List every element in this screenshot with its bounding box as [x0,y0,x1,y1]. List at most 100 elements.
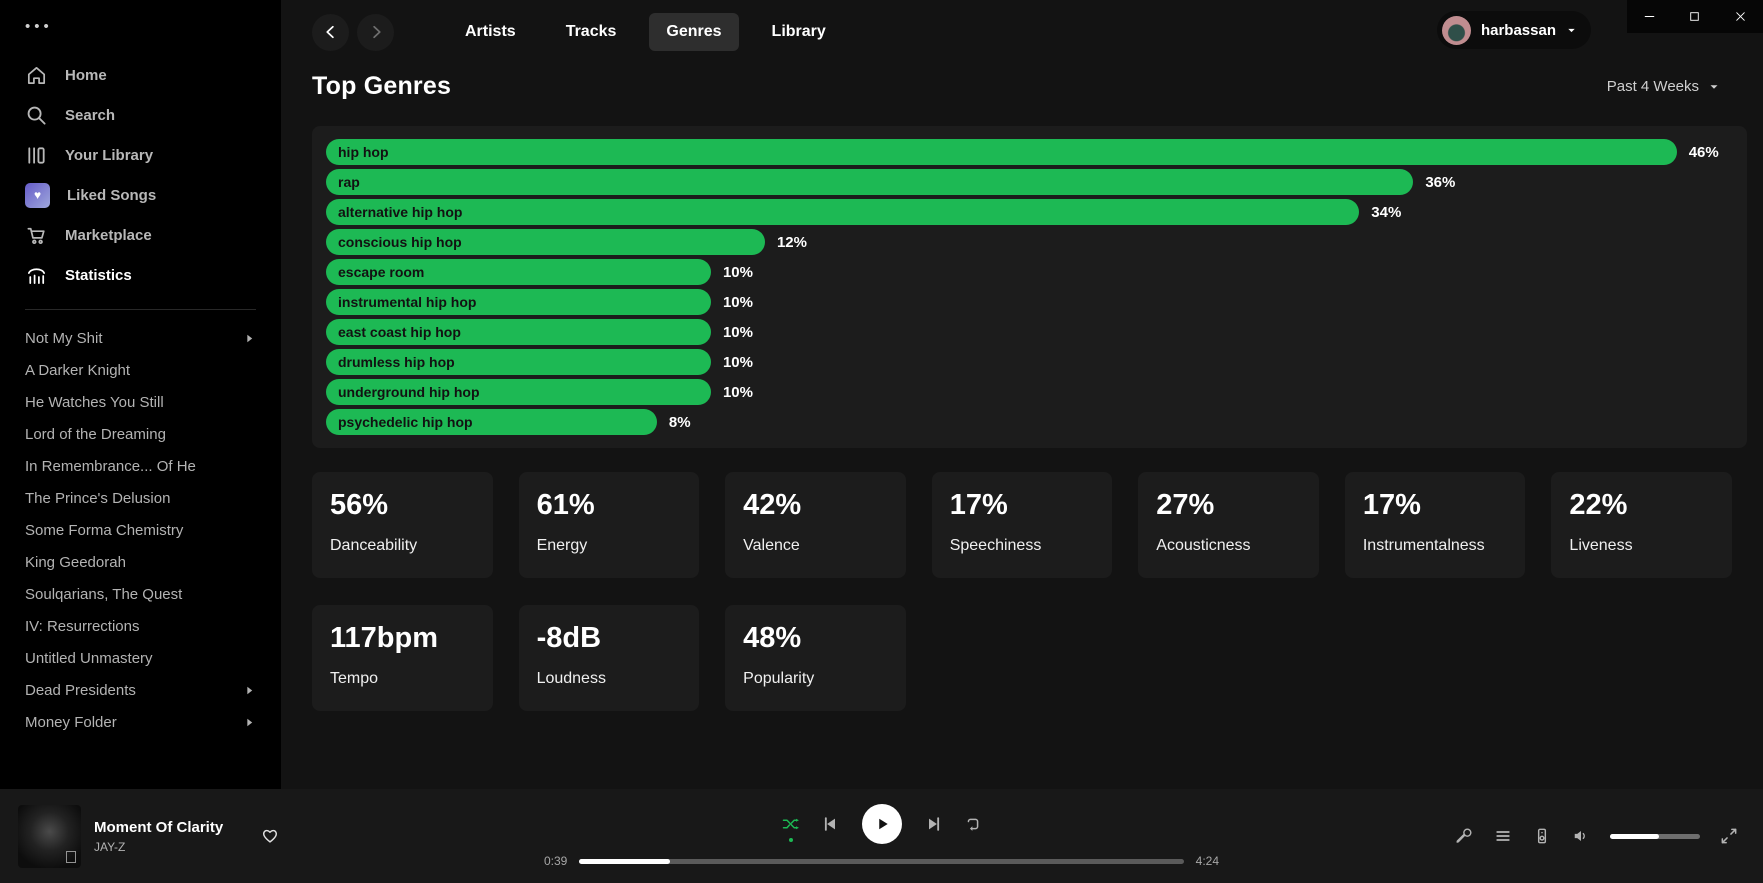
stat-value: 27% [1156,489,1215,521]
next-button[interactable] [924,814,944,834]
playlist-item-dead-presidents[interactable]: Dead Presidents [0,674,281,706]
genre-percent: 10% [722,263,753,281]
forward-button[interactable] [357,13,394,51]
genre-bar-instrumental-hip-hop[interactable]: instrumental hip hop [326,289,711,315]
playlist-item-iv-resurrections[interactable]: IV: Resurrections [0,610,281,642]
like-button[interactable] [259,824,281,849]
stat-value: 61% [536,489,595,521]
previous-button[interactable] [820,814,840,834]
shuffle-button[interactable] [781,814,801,834]
stat-card-liveness: 22% Liveness [1551,472,1732,578]
stat-card-instrumentalness: 17% Instrumentalness [1344,472,1526,578]
audio-features-grid: 56% Danceability 61% Energy 42% Valence 17% Spe… [312,472,1732,711]
genre-bar-east-coast-hip-hop[interactable]: east coast hip hop [326,319,711,345]
user-menu[interactable]: harbassan [1436,11,1591,49]
sidebar-item-statistics[interactable]: Statistics [0,255,281,295]
stat-value: 48% [743,622,802,654]
sidebar-item-label: Statistics [65,266,132,284]
app-menu-dots[interactable]: ••• [25,18,53,35]
stat-label: Tempo [330,670,379,687]
playlist-item-soulqarians-the-quest[interactable]: Soulqarians, The Quest [0,578,281,610]
genre-bar-psychedelic-hip-hop[interactable]: psychedelic hip hop [326,409,657,435]
tab-genres[interactable]: Genres [649,13,739,51]
playlist-label: He Watches You Still [25,393,164,411]
genre-bar-label: east coast hip hop [338,324,461,340]
volume-button[interactable] [1571,826,1591,846]
playlist-item-he-watches-you-still[interactable]: He Watches You Still [0,386,281,418]
track-title[interactable]: Moment Of Clarity [94,818,224,836]
home-icon [25,64,48,87]
stat-card-loudness: -8dB Loudness [518,605,700,711]
genre-bar-alternative-hip-hop[interactable]: alternative hip hop [326,199,1360,225]
sidebar-item-liked-songs[interactable]: ♥ Liked Songs [0,175,281,215]
now-playing-section: Moment Of Clarity JAY-Z [0,804,460,868]
genres-chart-panel: hip hop 46% rap 36% alternative hip hop 34% co… [312,126,1747,448]
next-icon [924,814,944,834]
volume-slider[interactable] [1610,833,1700,839]
sidebar-item-search[interactable]: Search [0,95,281,135]
track-artist[interactable]: JAY-Z [94,839,126,854]
playlist-label: In Remembrance... Of He [25,457,196,475]
stat-value: 56% [330,489,389,521]
playlist-label: IV: Resurrections [25,617,140,635]
playlist-label: Soulqarians, The Quest [25,585,183,603]
back-button[interactable] [312,13,349,51]
genre-bar-row: hip hop 46% [326,139,1733,165]
genre-bar-underground-hip-hop[interactable]: underground hip hop [326,379,711,405]
stat-value: 17% [949,489,1008,521]
tab-tracks[interactable]: Tracks [549,13,634,51]
playlist-item-lord-of-the-dreaming[interactable]: Lord of the Dreaming [0,418,281,450]
genre-bar-escape-room[interactable]: escape room [326,259,711,285]
genre-bar-label: hip hop [338,144,389,160]
playlist-item-money-folder[interactable]: Money Folder [0,706,281,738]
sidebar-item-label: Home [65,66,107,84]
stat-value: -8dB [536,622,602,654]
minimize-button[interactable] [1627,0,1672,33]
playlist-label: Lord of the Dreaming [25,425,166,443]
album-art[interactable] [18,804,81,868]
queue-button[interactable] [1493,826,1513,846]
progress-bar[interactable] [579,858,1184,864]
playlist-item-some-forma-chemistry[interactable]: Some Forma Chemistry [0,514,281,546]
maximize-button[interactable] [1672,0,1717,33]
cart-icon [25,224,48,247]
genre-bar-conscious-hip-hop[interactable]: conscious hip hop [326,229,765,255]
tab-library[interactable]: Library [755,13,843,51]
genre-percent: 10% [722,353,753,371]
sidebar-item-marketplace[interactable]: Marketplace [0,215,281,255]
fullscreen-button[interactable] [1719,826,1739,846]
sidebar-item-home[interactable]: Home [0,55,281,95]
page-title: Top Genres [312,72,452,100]
play-button[interactable] [861,804,902,844]
genre-bar-row: psychedelic hip hop 8% [326,409,1733,435]
genre-bar-label: underground hip hop [338,384,480,400]
close-button[interactable] [1718,0,1763,33]
sidebar-item-label: Liked Songs [67,186,157,204]
stat-card-speechiness: 17% Speechiness [931,472,1113,578]
connect-device-button[interactable] [1532,826,1552,846]
genre-percent: 36% [1425,173,1456,191]
genre-bar-drumless-hip-hop[interactable]: drumless hip hop [326,349,711,375]
previous-icon [820,814,840,834]
playlist-label: Untitled Unmastery [25,649,153,667]
sidebar-item-your-library[interactable]: Your Library [0,135,281,175]
playlist-item-the-prince-s-delusion[interactable]: The Prince's Delusion [0,482,281,514]
tab-artists[interactable]: Artists [448,13,533,51]
playlist-item-king-geedorah[interactable]: King Geedorah [0,546,281,578]
genre-bar-label: rap [338,174,360,190]
playlist-item-a-darker-knight[interactable]: A Darker Knight [0,354,281,386]
genre-bar-hip-hop[interactable]: hip hop [326,139,1677,165]
repeat-button[interactable] [963,814,983,834]
genre-bar-rap[interactable]: rap [326,169,1414,195]
liked-songs-icon: ♥ [25,182,50,208]
sidebar-divider [25,309,256,310]
playlist-item-untitled-unmastery[interactable]: Untitled Unmastery [0,642,281,674]
playlist-item-in-remembrance-of-he[interactable]: In Remembrance... Of He [0,450,281,482]
playlist-item-not-my-shit[interactable]: Not My Shit [0,322,281,354]
period-label: Past 4 Weeks [1606,78,1699,95]
period-dropdown[interactable]: Past 4 Weeks [1607,78,1720,95]
lyrics-button[interactable] [1454,826,1474,846]
stat-label: Acousticness [1156,537,1251,554]
stat-card-energy: 61% Energy [518,472,700,578]
topbar: Artists Tracks Genres Library harbassan [281,0,1763,62]
